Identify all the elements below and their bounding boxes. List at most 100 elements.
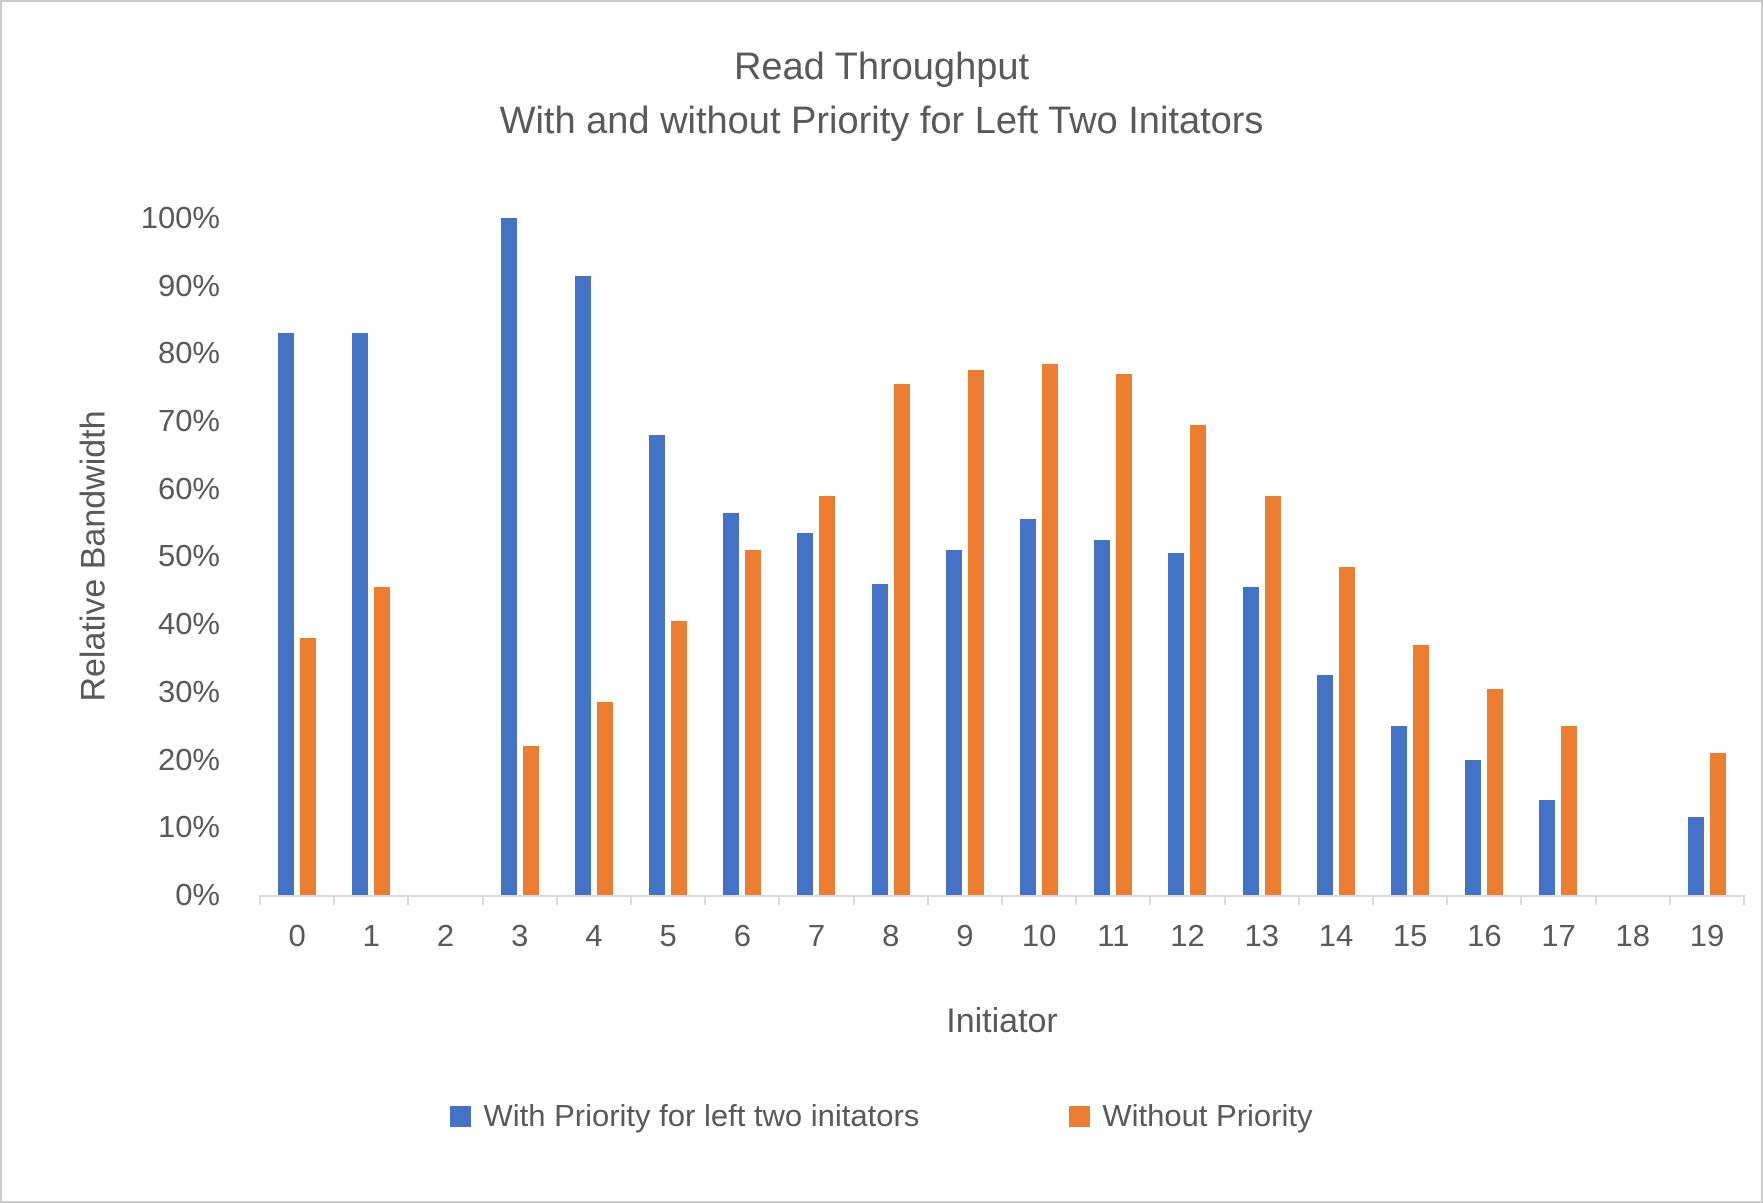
category-group-16: [1447, 218, 1521, 895]
bar-without-priority: [1413, 644, 1430, 895]
bar-without-priority: [1116, 373, 1133, 895]
x-tick-label: 8: [882, 918, 900, 953]
x-axis-tick-mark: [778, 895, 781, 905]
y-tick-label: 0%: [175, 876, 220, 912]
x-tick-label: 19: [1689, 918, 1725, 953]
bar-without-priority: [1042, 363, 1059, 895]
legend: With Priority for left two initators With…: [2, 1098, 1761, 1134]
bar-with-priority: [1391, 725, 1408, 895]
x-axis-tick-mark: [555, 895, 558, 905]
x-tick-label: 16: [1467, 918, 1502, 953]
category-group-2: [408, 218, 482, 895]
bar-with-priority: [500, 218, 517, 895]
x-axis-tick-mark: [407, 895, 410, 905]
category-group-5: [631, 218, 705, 895]
bar-with-priority: [352, 333, 369, 895]
chart-title: Read Throughput With and without Priorit…: [2, 40, 1761, 148]
category-group-8: [854, 218, 928, 895]
bar-without-priority: [300, 637, 317, 895]
x-tick-label: 15: [1392, 918, 1428, 953]
bar-without-priority: [1338, 566, 1355, 895]
y-tick-label: 60%: [157, 470, 220, 506]
x-tick-label: 14: [1318, 918, 1354, 953]
legend-swatch-icon: [450, 1105, 472, 1127]
x-axis-tick-mark: [1075, 895, 1078, 905]
bar-without-priority: [745, 549, 762, 895]
bar-without-priority: [967, 370, 984, 895]
x-tick-label: 18: [1615, 918, 1650, 953]
x-tick-label: 0: [288, 918, 306, 953]
plot-area: [259, 218, 1745, 905]
x-tick-label: 2: [436, 918, 455, 953]
y-tick-labels: 100% 90% 80% 70% 60% 50% 40% 30% 20% 10% 0%: [2, 200, 220, 912]
category-group-7: [779, 218, 853, 895]
bar-without-priority: [374, 586, 391, 895]
bar-with-priority: [1465, 759, 1482, 895]
bar-with-priority: [1242, 586, 1259, 895]
x-tick-label: 1: [362, 918, 380, 953]
category-group-1: [334, 218, 408, 895]
bar-without-priority: [1190, 424, 1207, 895]
category-group-19: [1670, 218, 1744, 895]
category-group-4: [557, 218, 631, 895]
x-tick-label: 12: [1170, 918, 1205, 953]
bar-with-priority: [723, 512, 740, 895]
x-tick-label: 4: [585, 918, 603, 953]
x-tick-labels: 0 1 2 3 4 5 6 7 8 9 10 11 12 13 14 15 16 17 18 19: [260, 918, 1744, 954]
x-axis-tick-mark: [259, 895, 261, 905]
category-group-18: [1596, 218, 1670, 895]
y-tick-label: 70%: [157, 403, 220, 439]
category-group-14: [1299, 218, 1373, 895]
x-axis-tick-mark: [1297, 895, 1300, 905]
bar-without-priority: [1487, 688, 1504, 895]
x-tick-label: 17: [1541, 918, 1576, 953]
bar-with-priority: [1168, 553, 1185, 895]
category-group-6: [705, 218, 779, 895]
bar-with-priority: [1020, 519, 1037, 895]
y-tick-label: 40%: [157, 606, 220, 642]
x-tick-label: 13: [1244, 918, 1279, 953]
category-group-10: [1002, 218, 1076, 895]
category-group-12: [1150, 218, 1224, 895]
x-axis-tick-mark: [926, 895, 929, 905]
bar-with-priority: [574, 275, 591, 895]
bar-without-priority: [1561, 725, 1578, 895]
x-axis-tick-mark: [852, 895, 855, 905]
bar-with-priority: [278, 333, 295, 895]
x-axis-tick-mark: [704, 895, 707, 905]
bar-without-priority: [671, 620, 688, 895]
legend-label: Without Priority: [1102, 1098, 1313, 1133]
legend-swatch-icon: [1069, 1105, 1091, 1127]
x-tick-label: 7: [807, 918, 826, 953]
bar-without-priority: [1709, 752, 1726, 895]
x-tick-label: 6: [733, 918, 751, 953]
bar-with-priority: [1316, 674, 1333, 895]
bar-without-priority: [893, 383, 910, 895]
y-tick-label: 30%: [157, 673, 220, 709]
legend-item-with-priority: With Priority for left two initators: [450, 1098, 919, 1134]
y-tick-label: 10%: [157, 809, 220, 845]
chart-title-line2: With and without Priority for Left Two I…: [499, 100, 1264, 142]
bar-with-priority: [1094, 539, 1111, 895]
x-axis-tick-mark: [1743, 895, 1745, 905]
x-axis-tick-mark: [1001, 895, 1003, 905]
bar-with-priority: [797, 532, 814, 895]
x-axis-tick-mark: [1149, 895, 1152, 905]
bar-with-priority: [871, 583, 888, 895]
x-axis-tick-mark: [1594, 895, 1597, 905]
chart-title-line1: Read Throughput: [733, 46, 1030, 88]
y-tick-label: 50%: [157, 538, 220, 574]
bar-with-priority: [649, 434, 666, 895]
x-axis-tick-mark: [1668, 895, 1671, 905]
category-group-3: [483, 218, 557, 895]
category-group-0: [260, 218, 334, 895]
y-tick-label: 100%: [140, 200, 220, 235]
bar-with-priority: [945, 549, 962, 895]
category-group-9: [928, 218, 1002, 895]
category-group-13: [1225, 218, 1299, 895]
legend-item-without-priority: Without Priority: [1069, 1098, 1313, 1134]
y-tick-label: 80%: [157, 335, 220, 371]
bar-without-priority: [1264, 495, 1281, 895]
bar-without-priority: [522, 746, 539, 895]
